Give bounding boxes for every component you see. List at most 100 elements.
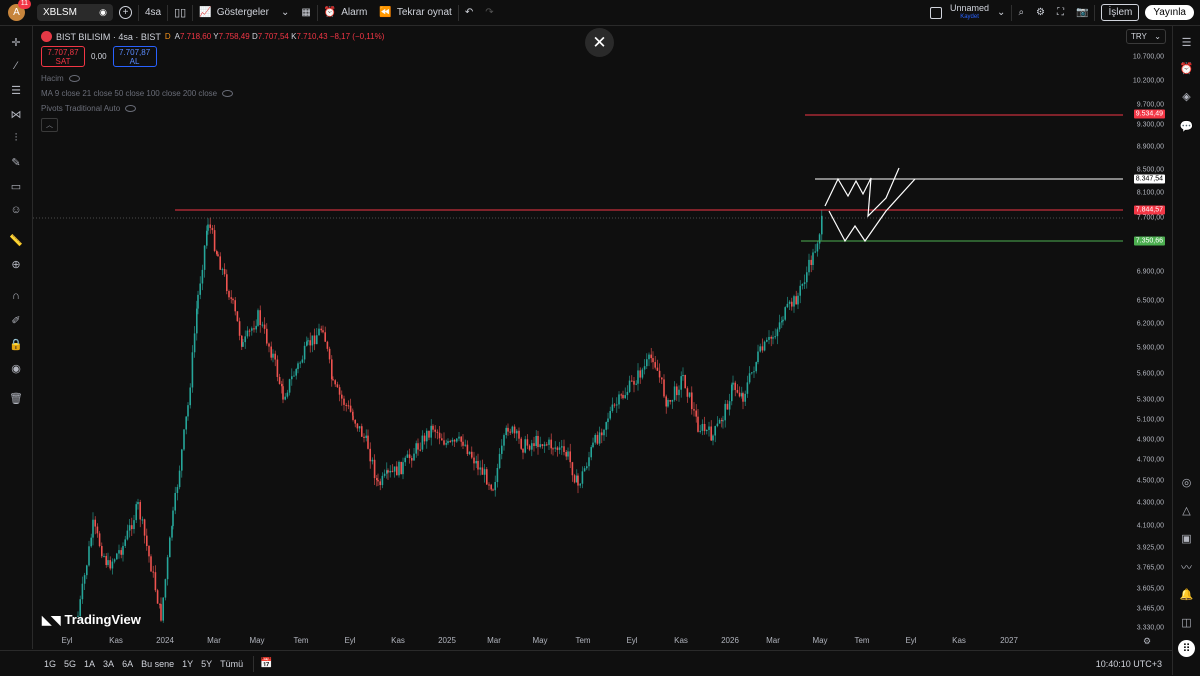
candle-body xyxy=(185,416,187,430)
forecast-icon[interactable]: ⫶ xyxy=(14,131,18,144)
candle-body xyxy=(613,404,616,406)
brush-icon[interactable]: ✎ xyxy=(11,156,21,169)
redo-button[interactable]: ↷ xyxy=(479,0,499,25)
clock[interactable]: 10:40:10 UTC+3 xyxy=(1095,658,1162,669)
ideas-icon[interactable]: △ xyxy=(1182,505,1191,517)
candle-body xyxy=(565,451,567,457)
undo-button[interactable]: ↶ xyxy=(459,0,479,25)
range-button[interactable]: 1A xyxy=(84,658,96,669)
lock-drawing-icon[interactable]: ✐ xyxy=(11,314,21,327)
user-avatar[interactable]: A 11 xyxy=(8,0,31,21)
time-axis[interactable]: Eyl Kas 2024 Mar May Tem Eyl Kas 2025 Mar May Tem Ey… xyxy=(33,632,1123,648)
candle-body xyxy=(483,469,486,475)
range-button[interactable]: Bu sene xyxy=(141,658,175,669)
notifications-icon[interactable]: 🔔 xyxy=(1179,589,1194,601)
emoji-icon[interactable]: ☺ xyxy=(10,204,22,216)
candle-body xyxy=(748,373,751,383)
series-legend[interactable]: BIST BILISIM · 4sa · BIST D A7.718,60 Y7… xyxy=(41,30,384,43)
candle-body xyxy=(812,252,814,265)
range-button[interactable]: Tümü xyxy=(220,658,244,669)
quick-search-button[interactable]: ⌕ xyxy=(1012,0,1030,25)
publish-button[interactable]: Yayınla xyxy=(1145,5,1194,20)
candle-body xyxy=(537,435,539,448)
candle-body xyxy=(133,520,135,530)
stream-icon[interactable]: 〰 xyxy=(1181,561,1192,574)
settings-button[interactable]: ⚙ xyxy=(1030,0,1051,25)
lock-icon[interactable]: 🔒 xyxy=(9,338,23,351)
eye-icon[interactable] xyxy=(125,105,137,112)
alerts-clock-icon[interactable]: ⏰ xyxy=(1179,63,1194,75)
currency-select[interactable]: TRY ⌄ xyxy=(1126,29,1166,44)
replay-button[interactable]: ⏪ Tekrar oynat xyxy=(379,7,452,18)
price-label: 4.700,00 xyxy=(1136,456,1164,464)
help-icon[interactable]: ◫ xyxy=(1181,617,1192,629)
candle-body xyxy=(291,376,293,380)
price-chart[interactable] xyxy=(33,26,1123,649)
axis-settings-gear-icon[interactable]: ⚙ xyxy=(1143,636,1152,646)
fullscreen-button[interactable]: ⛶ xyxy=(1051,0,1070,25)
calendar-icon[interactable]: ▣ xyxy=(1181,533,1192,545)
range-button[interactable]: 1Y xyxy=(182,658,194,669)
candle-body xyxy=(509,431,511,433)
chart-type-button[interactable]: ▯▯ xyxy=(168,0,192,25)
range-button[interactable]: 6A xyxy=(122,658,134,669)
trend-line-icon[interactable]: ⁄ xyxy=(15,60,17,72)
candle-body xyxy=(92,519,94,538)
layers-icon[interactable]: ◈ xyxy=(1182,91,1191,103)
candle-body xyxy=(421,435,424,450)
candle-body xyxy=(586,466,588,469)
indicators-button[interactable]: 📈 Göstergeler xyxy=(199,7,269,18)
fib-lines-icon[interactable]: ☰ xyxy=(11,84,21,97)
candle-body xyxy=(782,319,784,322)
price-scale[interactable]: 10.700,00 10.200,00 9.700,00 9.300,00 8.900,… xyxy=(1123,26,1172,649)
time-label: 2025 xyxy=(438,636,456,645)
trade-button[interactable]: İşlem xyxy=(1101,4,1140,21)
divider xyxy=(192,4,194,21)
range-button[interactable]: 5Y xyxy=(201,658,213,669)
indicator-volume[interactable]: Hacim xyxy=(41,71,384,86)
indicator-pivots[interactable]: Pivots Traditional Auto xyxy=(41,101,384,116)
watchlist-icon[interactable]: ☰ xyxy=(1181,37,1192,49)
close-button[interactable]: ✕ xyxy=(585,28,614,57)
layout-save-button[interactable]: Unnamed Kaydet ⌄ xyxy=(924,0,1011,25)
range-button[interactable]: 5G xyxy=(64,658,77,669)
eye-icon[interactable] xyxy=(222,90,234,97)
alert-button[interactable]: ⏰ Alarm xyxy=(323,7,368,18)
candle-body xyxy=(316,335,318,345)
range-button[interactable]: 1G xyxy=(44,658,57,669)
range-button[interactable]: 3A xyxy=(103,658,115,669)
date-range-icon[interactable]: 📅 xyxy=(260,658,273,669)
apps-grid-icon[interactable]: ⠿ xyxy=(1178,640,1195,657)
chat-icon[interactable]: 💬 xyxy=(1179,121,1194,133)
eye-icon[interactable] xyxy=(68,75,80,82)
magnet-icon[interactable]: ∩ xyxy=(12,290,20,302)
text-icon[interactable]: ▭ xyxy=(10,180,22,193)
compare-add-button[interactable]: + xyxy=(113,0,138,25)
indicator-templates-button[interactable]: ⌄ xyxy=(275,0,295,25)
candle-body xyxy=(561,446,563,448)
layouts-button[interactable]: ▦ xyxy=(295,0,316,25)
collapse-legend-button[interactable]: ︿ xyxy=(41,118,58,132)
symbol-name: XBLSM xyxy=(43,7,77,18)
price-label: 7.700,00 xyxy=(1136,214,1164,222)
symbol-search[interactable]: XBLSM ◉ xyxy=(37,4,113,21)
buy-button[interactable]: 7.707,87 AL xyxy=(112,46,157,67)
snapshot-button[interactable]: 📷 xyxy=(1070,0,1094,25)
candle-body xyxy=(419,449,421,451)
interval-button[interactable]: 4sa xyxy=(145,7,162,18)
trash-icon[interactable]: 🗑 xyxy=(9,392,23,405)
ruler-icon[interactable]: 📏 xyxy=(9,234,23,247)
candle-body xyxy=(590,447,592,458)
indicator-ma[interactable]: MA 9 close 21 close 50 close 100 close 2… xyxy=(41,86,384,101)
price-label: 5.900,00 xyxy=(1136,344,1164,352)
pattern-icon[interactable]: ⋈ xyxy=(10,108,22,121)
candle-body xyxy=(120,550,122,555)
zoom-in-icon[interactable]: ⊕ xyxy=(11,258,21,271)
sell-button[interactable]: 7.707,87 SAT xyxy=(41,46,85,67)
candle-body xyxy=(479,467,481,470)
eye-icon[interactable]: ◉ xyxy=(11,362,21,375)
candle-body xyxy=(206,230,208,246)
candle-body xyxy=(101,546,103,557)
crosshair-icon[interactable]: ✛ xyxy=(11,36,21,49)
explore-icon[interactable]: ◎ xyxy=(1181,477,1192,489)
